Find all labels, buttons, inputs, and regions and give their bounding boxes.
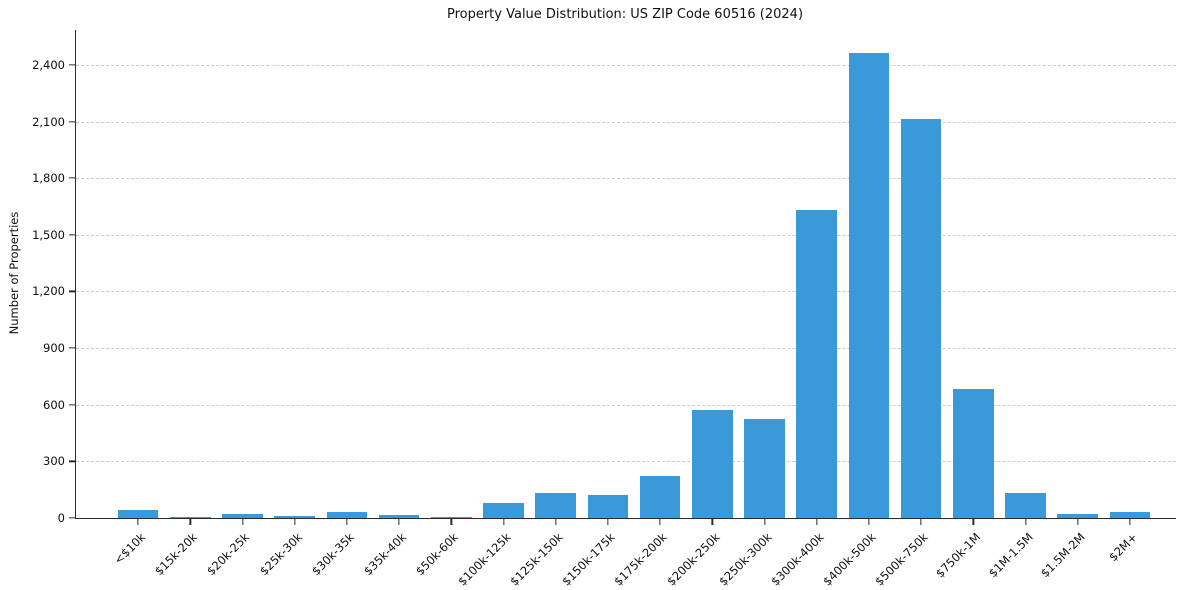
chart-title: Property Value Distribution: US ZIP Code… xyxy=(446,7,804,22)
x-tick-mark xyxy=(920,518,922,525)
gridline xyxy=(76,178,1176,180)
y-tick-label: 2,100 xyxy=(32,114,65,129)
x-tick-label: $35k-40k xyxy=(360,530,409,579)
x-tick-mark xyxy=(972,518,974,525)
bar xyxy=(378,514,420,518)
x-tick-label: $20k-25k xyxy=(204,530,253,579)
x-tick-mark xyxy=(1129,518,1131,525)
x-tick-mark xyxy=(868,518,870,525)
gridline xyxy=(76,291,1176,293)
x-tick-mark xyxy=(241,518,244,525)
bar xyxy=(1057,514,1099,518)
y-tick-mark xyxy=(69,234,76,236)
y-tick-label: 1,500 xyxy=(32,227,65,242)
bar xyxy=(169,516,211,518)
bar xyxy=(848,52,890,518)
bar xyxy=(430,517,472,518)
bar xyxy=(274,516,316,518)
x-tick-label: $400k-500k xyxy=(820,530,879,589)
y-tick-label: 1,800 xyxy=(32,171,65,186)
x-tick-mark xyxy=(137,518,139,525)
gridline xyxy=(76,121,1176,123)
gridline xyxy=(76,348,1176,350)
bar xyxy=(535,492,577,518)
bar xyxy=(483,503,524,518)
y-tick-mark xyxy=(69,347,76,349)
y-tick-label: 900 xyxy=(43,341,65,356)
y-tick-label: 600 xyxy=(43,397,65,412)
bar xyxy=(796,210,838,518)
bar xyxy=(222,513,263,518)
x-tick-mark xyxy=(659,518,661,525)
bar xyxy=(900,118,942,518)
x-tick-label: $1M-1.5M xyxy=(985,530,1036,581)
x-tick-mark xyxy=(450,518,452,525)
bar xyxy=(117,509,159,518)
x-tick-label: $100k-125k xyxy=(454,530,514,589)
x-tick-label: $300k-400k xyxy=(768,530,827,589)
x-tick-label: $175k-200k xyxy=(611,530,670,589)
x-tick-mark xyxy=(555,518,557,525)
y-tick-label: 2,400 xyxy=(32,57,65,72)
gridline xyxy=(76,461,1176,463)
gridline xyxy=(76,234,1176,236)
x-tick-label: $150k-175k xyxy=(559,530,618,589)
bar xyxy=(639,475,681,518)
x-tick-label: <$10k xyxy=(111,530,148,567)
x-tick-label: $50k-60k xyxy=(413,530,462,579)
x-tick-mark xyxy=(1024,518,1027,525)
x-tick-label: $30k-35k xyxy=(308,530,357,579)
bar xyxy=(744,418,785,518)
x-tick-mark xyxy=(816,518,818,525)
x-tick-mark xyxy=(763,518,766,525)
gridline xyxy=(76,404,1176,406)
y-tick-mark xyxy=(69,177,76,179)
x-tick-mark xyxy=(607,518,609,525)
y-tick-label: 0 xyxy=(57,511,65,525)
x-tick-mark xyxy=(189,518,191,525)
y-tick-label: 300 xyxy=(43,454,65,469)
y-tick-mark xyxy=(69,120,76,123)
bar xyxy=(587,494,629,518)
x-tick-mark xyxy=(502,518,505,525)
x-tick-label: $125k-150k xyxy=(507,530,566,589)
y-axis-label: Number of Properties xyxy=(7,211,21,335)
bar xyxy=(326,511,368,518)
y-tick-mark xyxy=(69,460,76,463)
x-tick-mark xyxy=(711,518,713,525)
x-tick-label: $2M+ xyxy=(1105,530,1140,565)
x-tick-label: $750k-1M xyxy=(932,530,984,581)
gridline xyxy=(76,64,1176,66)
x-tick-mark xyxy=(398,518,400,525)
bar xyxy=(1109,512,1151,518)
y-tick-label: 1,200 xyxy=(32,284,65,299)
plot-area: 0 300 600 900 1,200 1,500 1,800 2,100 2,400 <$10k… xyxy=(32,30,1176,588)
x-tick-mark xyxy=(1077,518,1079,525)
x-tick-label: $1.5M-2M xyxy=(1037,530,1088,581)
x-tick-label: $250k-300k xyxy=(715,530,775,589)
y-tick-mark xyxy=(69,290,76,293)
bar xyxy=(1005,493,1046,518)
y-tick-mark xyxy=(69,64,76,66)
bar xyxy=(952,388,994,518)
x-tick-label: $25k-30k xyxy=(256,530,305,579)
y-tick-mark xyxy=(69,404,76,406)
x-tick-label: $500k-750k xyxy=(872,530,931,589)
x-tick-mark xyxy=(294,518,296,525)
bar xyxy=(691,410,733,518)
x-tick-label: $200k-250k xyxy=(663,530,723,589)
x-tick-mark xyxy=(346,518,348,525)
y-tick-mark xyxy=(69,517,76,519)
x-tick-label: $15k-20k xyxy=(152,530,201,579)
